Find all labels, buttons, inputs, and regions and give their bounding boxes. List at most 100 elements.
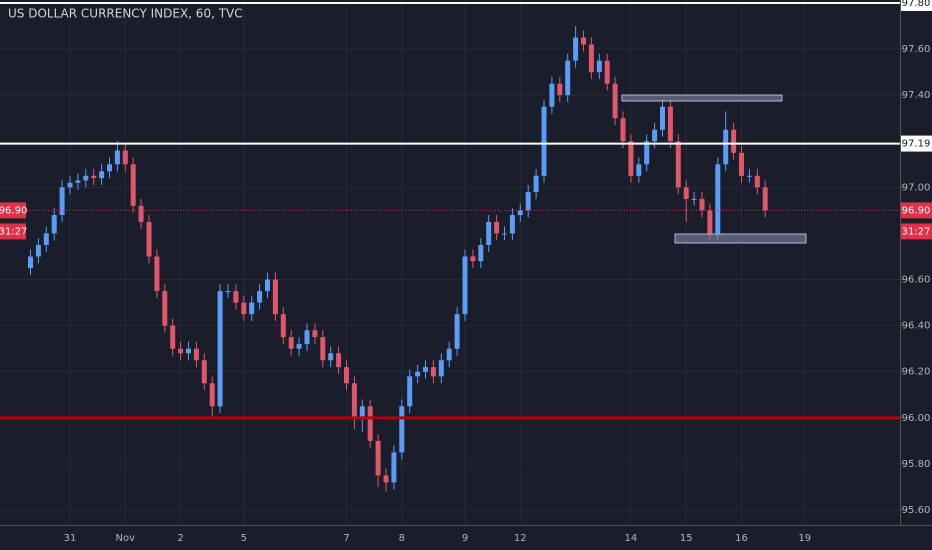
- candle-body: [114, 150, 120, 165]
- candle-body: [691, 198, 697, 200]
- candle-body: [328, 353, 334, 361]
- candle-body: [612, 83, 618, 119]
- candle-body: [107, 164, 112, 172]
- candle-body: [509, 215, 515, 234]
- x-tick-label: 31: [64, 533, 77, 544]
- candle-body: [288, 337, 294, 349]
- candle-body: [438, 360, 444, 377]
- candle-body: [399, 406, 405, 453]
- candle-body: [644, 141, 650, 165]
- y-tick-label: 97.60: [902, 44, 931, 55]
- candle-body: [43, 233, 49, 245]
- candle-body: [604, 60, 610, 84]
- candle-body: [462, 256, 468, 315]
- candle-body: [233, 291, 239, 303]
- timer-label: 31:27: [902, 226, 931, 237]
- x-tick-label: 16: [735, 533, 748, 544]
- candle-body: [636, 164, 642, 176]
- y-tick-label: 95.60: [902, 505, 931, 516]
- timer-tag: [0, 223, 26, 240]
- price-tag-label: 97.80: [902, 0, 931, 9]
- candle-body: [225, 291, 231, 293]
- candle-body: [391, 452, 397, 483]
- candle-body: [446, 348, 452, 361]
- candle-body: [375, 440, 381, 476]
- candle-body: [715, 164, 721, 234]
- candle-body: [652, 129, 658, 142]
- candle-body: [193, 348, 199, 361]
- candle-body: [707, 210, 713, 234]
- y-tick-label: 96.00: [902, 413, 931, 424]
- candle-body: [122, 150, 128, 165]
- y-tick-label: 96.20: [902, 367, 931, 378]
- candle-body: [241, 302, 247, 315]
- candle-body: [675, 141, 681, 188]
- x-tick-label: 8: [399, 533, 405, 544]
- x-tick-label: Nov: [116, 533, 136, 544]
- candle-body: [178, 348, 184, 354]
- candle-body: [257, 291, 263, 303]
- candle-body: [754, 175, 760, 188]
- candle-body: [423, 367, 428, 372]
- candle-body: [154, 256, 160, 292]
- candle-body: [367, 406, 373, 441]
- candle-body: [351, 383, 357, 418]
- candle-body: [407, 376, 413, 407]
- candle-body: [99, 171, 105, 179]
- overlays: 97.80 97.19 96.90 96.90 31:27 31:27: [0, 0, 932, 420]
- candle-body: [517, 210, 523, 216]
- candle-body: [502, 233, 507, 235]
- current-price-label-left: 96.90: [0, 205, 27, 216]
- candle-body: [699, 198, 705, 211]
- timer-label-left: 31:27: [0, 226, 27, 237]
- chart-title: US DOLLAR CURRENCY INDEX, 60, TVC: [8, 7, 243, 21]
- range-box-bottom: [674, 233, 807, 244]
- candle-body: [336, 353, 342, 368]
- candle-body: [59, 187, 65, 216]
- y-tick-label: 97.00: [902, 182, 931, 193]
- candle-body: [573, 37, 579, 61]
- candle-body: [565, 60, 571, 96]
- candle-body: [494, 221, 500, 234]
- candle-body: [596, 60, 602, 73]
- price-tag: [901, 0, 932, 11]
- candle-body: [557, 83, 563, 96]
- y-tick-label: 97.40: [902, 90, 931, 101]
- candle-body: [486, 221, 492, 245]
- x-tick-label: 7: [343, 533, 349, 544]
- candle-body: [249, 302, 255, 315]
- x-tick-label: 5: [241, 533, 247, 544]
- candle-body: [628, 141, 634, 176]
- candle-body: [217, 291, 223, 407]
- candle-body: [581, 37, 586, 45]
- candle-body: [35, 244, 41, 257]
- candle-body: [415, 371, 421, 377]
- candle-body: [130, 164, 136, 206]
- candle-body: [620, 118, 626, 142]
- price-tag: [901, 135, 932, 152]
- candle-body: [75, 180, 81, 183]
- candle-body: [320, 337, 326, 361]
- current-price-tag: [0, 202, 26, 219]
- candle-body: [296, 344, 302, 349]
- x-tick-label: 9: [462, 533, 468, 544]
- candle-body: [146, 221, 152, 257]
- range-box-top: [621, 94, 783, 102]
- candle-body: [28, 256, 33, 269]
- candle-body: [91, 175, 97, 179]
- candle-body: [344, 367, 349, 384]
- candle-body: [304, 330, 310, 345]
- candle-body: [312, 330, 318, 338]
- x-tick-label: 19: [798, 533, 811, 544]
- candle-body: [731, 129, 737, 153]
- candle-body: [383, 475, 389, 483]
- candle-body: [533, 175, 539, 192]
- candle-body: [541, 106, 547, 176]
- x-tick-label: 15: [680, 533, 693, 544]
- x-tick-label: 2: [177, 533, 183, 544]
- candle-body: [525, 191, 531, 211]
- candle-body: [51, 215, 57, 234]
- candle-body: [83, 175, 89, 181]
- x-tick-label: 12: [514, 533, 527, 544]
- candle-body: [454, 314, 460, 349]
